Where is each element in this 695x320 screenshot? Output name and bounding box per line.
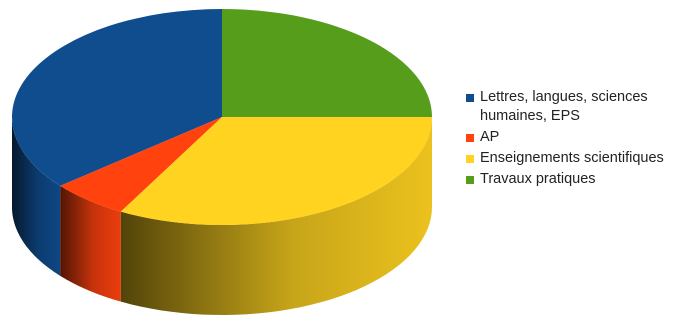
pie-slice-side (12, 117, 61, 276)
legend-swatch-icon (466, 155, 474, 163)
legend-item: AP (466, 128, 691, 147)
pie-slice-side (120, 117, 432, 315)
legend: Lettres, langues, sciences humaines, EPS… (466, 88, 691, 191)
pie-slice (120, 117, 432, 225)
legend-swatch-icon (466, 176, 474, 184)
pie-slice (12, 9, 222, 186)
pie-slice (60, 117, 222, 212)
pie-slice-side (60, 185, 121, 302)
pie-top-group (12, 9, 432, 225)
legend-label: Travaux pratiques (480, 171, 596, 187)
legend-label: AP (480, 129, 500, 145)
legend-item: Enseignements scientifiques (466, 149, 691, 168)
legend-item: Lettres, langues, sciences humaines, EPS (466, 88, 691, 126)
legend-swatch-icon (466, 94, 474, 102)
legend-label: Lettres, langues, sciences humaines, EPS (480, 89, 648, 124)
pie-slice (222, 9, 432, 117)
pie-side-group (12, 117, 432, 315)
legend-item: Travaux pratiques (466, 170, 691, 189)
legend-label: Enseignements scientifiques (480, 150, 664, 166)
legend-swatch-icon (466, 134, 474, 142)
